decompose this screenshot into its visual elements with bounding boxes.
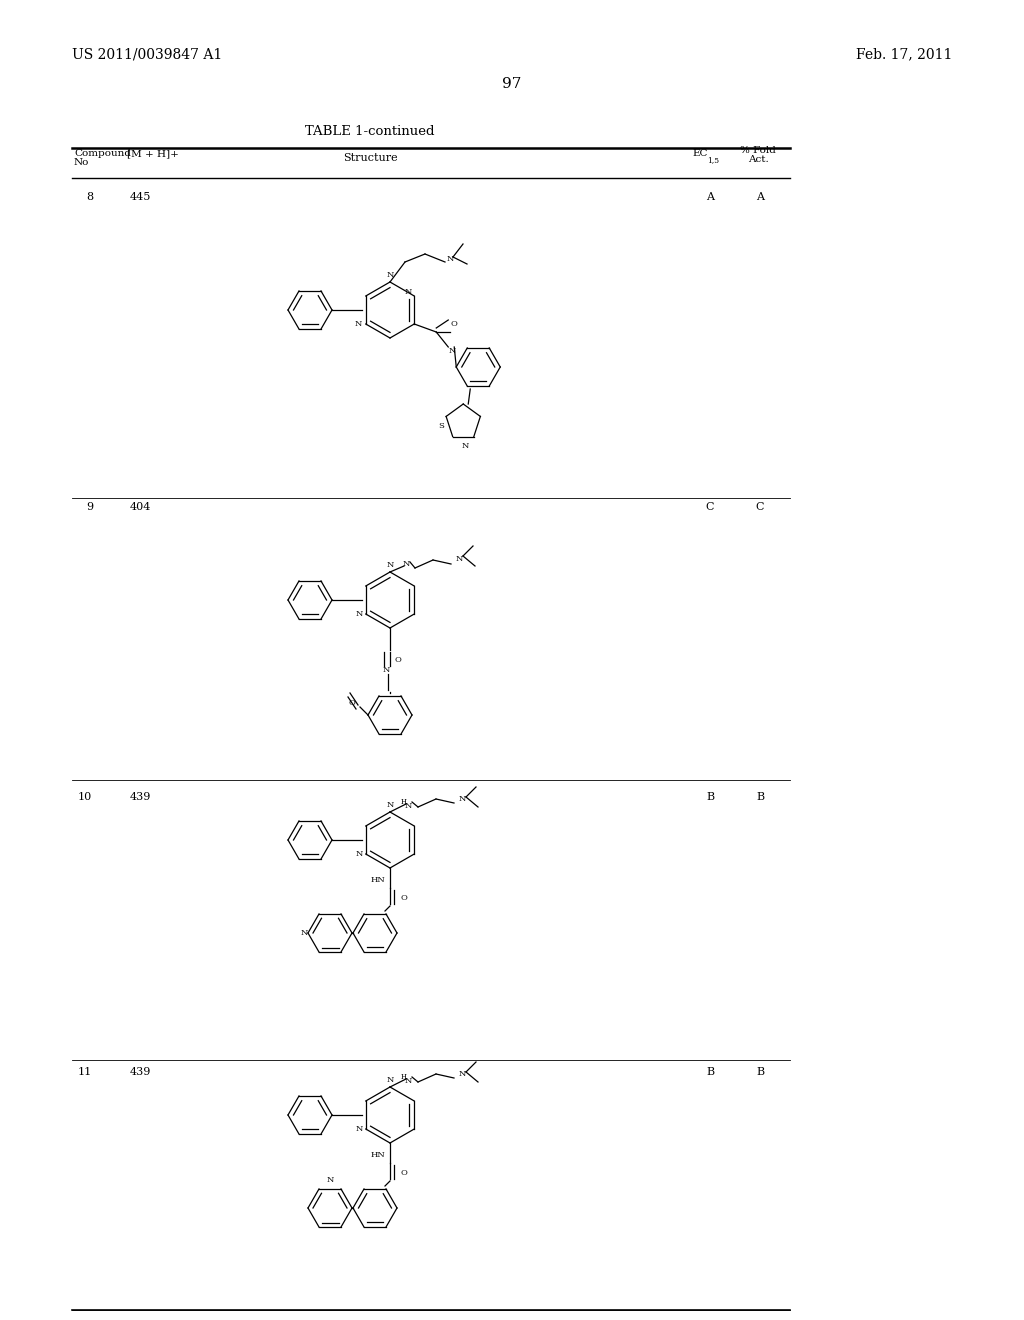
- Text: HN: HN: [371, 876, 385, 884]
- Text: Act.: Act.: [748, 154, 768, 164]
- Text: US 2011/0039847 A1: US 2011/0039847 A1: [72, 48, 222, 61]
- Text: B: B: [706, 1067, 714, 1077]
- Text: N: N: [386, 801, 393, 809]
- Text: N: N: [456, 554, 463, 564]
- Text: C: C: [756, 502, 764, 512]
- Text: No: No: [74, 158, 89, 168]
- Text: N: N: [386, 271, 393, 279]
- Text: O: O: [400, 1170, 408, 1177]
- Text: N: N: [356, 610, 364, 618]
- Text: Structure: Structure: [343, 153, 397, 162]
- Text: A: A: [706, 191, 714, 202]
- Text: B: B: [706, 792, 714, 803]
- Text: 439: 439: [129, 792, 151, 803]
- Text: 10: 10: [78, 792, 92, 803]
- Text: A: A: [756, 191, 764, 202]
- Text: 97: 97: [503, 77, 521, 91]
- Text: N: N: [327, 1176, 334, 1184]
- Text: N: N: [355, 319, 362, 327]
- Text: N: N: [449, 347, 456, 355]
- Text: H: H: [401, 799, 407, 807]
- Text: Feb. 17, 2011: Feb. 17, 2011: [856, 48, 952, 61]
- Text: HN: HN: [371, 1151, 385, 1159]
- Text: N: N: [386, 1076, 393, 1084]
- Text: 11: 11: [78, 1067, 92, 1077]
- Text: B: B: [756, 792, 764, 803]
- Text: 404: 404: [129, 502, 151, 512]
- Text: 8: 8: [86, 191, 93, 202]
- Text: 1,5: 1,5: [707, 156, 719, 164]
- Text: N: N: [382, 667, 390, 675]
- Text: 439: 439: [129, 1067, 151, 1077]
- Text: Compound: Compound: [74, 149, 131, 158]
- Text: EC: EC: [692, 149, 708, 158]
- Text: O: O: [451, 319, 458, 327]
- Text: N: N: [386, 561, 393, 569]
- Text: N: N: [404, 803, 412, 810]
- Text: C: C: [706, 502, 715, 512]
- Text: N: N: [402, 560, 410, 568]
- Text: 9: 9: [86, 502, 93, 512]
- Text: N: N: [459, 795, 466, 803]
- Text: N: N: [356, 1125, 364, 1133]
- Text: O: O: [394, 656, 401, 664]
- Text: N: N: [446, 255, 454, 263]
- Text: % Fold: % Fold: [740, 147, 776, 154]
- Text: O: O: [348, 700, 355, 708]
- Text: N: N: [404, 1077, 412, 1085]
- Text: 445: 445: [129, 191, 151, 202]
- Text: N: N: [356, 850, 364, 858]
- Text: N: N: [462, 442, 469, 450]
- Text: N: N: [300, 929, 307, 937]
- Text: TABLE 1-continued: TABLE 1-continued: [305, 125, 435, 139]
- Text: N: N: [404, 288, 412, 296]
- Text: B: B: [756, 1067, 764, 1077]
- Text: N: N: [459, 1071, 466, 1078]
- Text: O: O: [400, 894, 408, 902]
- Text: [M + H]+: [M + H]+: [127, 149, 179, 158]
- Text: H: H: [401, 1073, 407, 1081]
- Text: S: S: [438, 422, 444, 430]
